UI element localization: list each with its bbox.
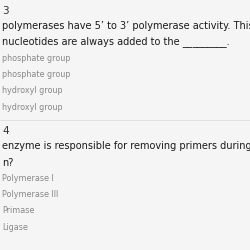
Text: hydroxyl group: hydroxyl group [2, 86, 63, 95]
Text: 3: 3 [2, 6, 9, 16]
Text: 4: 4 [2, 126, 9, 136]
Text: phosphate group: phosphate group [2, 54, 71, 63]
Text: n?: n? [2, 158, 14, 168]
Text: Ligase: Ligase [2, 222, 29, 232]
Text: phosphate group: phosphate group [2, 70, 71, 79]
Text: hydroxyl group: hydroxyl group [2, 102, 63, 112]
Text: enzyme is responsible for removing primers during DNA: enzyme is responsible for removing prime… [2, 141, 250, 151]
Text: Primase: Primase [2, 206, 35, 215]
Text: Polymerase I: Polymerase I [2, 174, 54, 183]
Text: nucleotides are always added to the _________.: nucleotides are always added to the ____… [2, 36, 230, 47]
Text: Polymerase III: Polymerase III [2, 190, 59, 199]
Text: polymerases have 5’ to 3’ polymerase activity. This mean: polymerases have 5’ to 3’ polymerase act… [2, 21, 250, 31]
